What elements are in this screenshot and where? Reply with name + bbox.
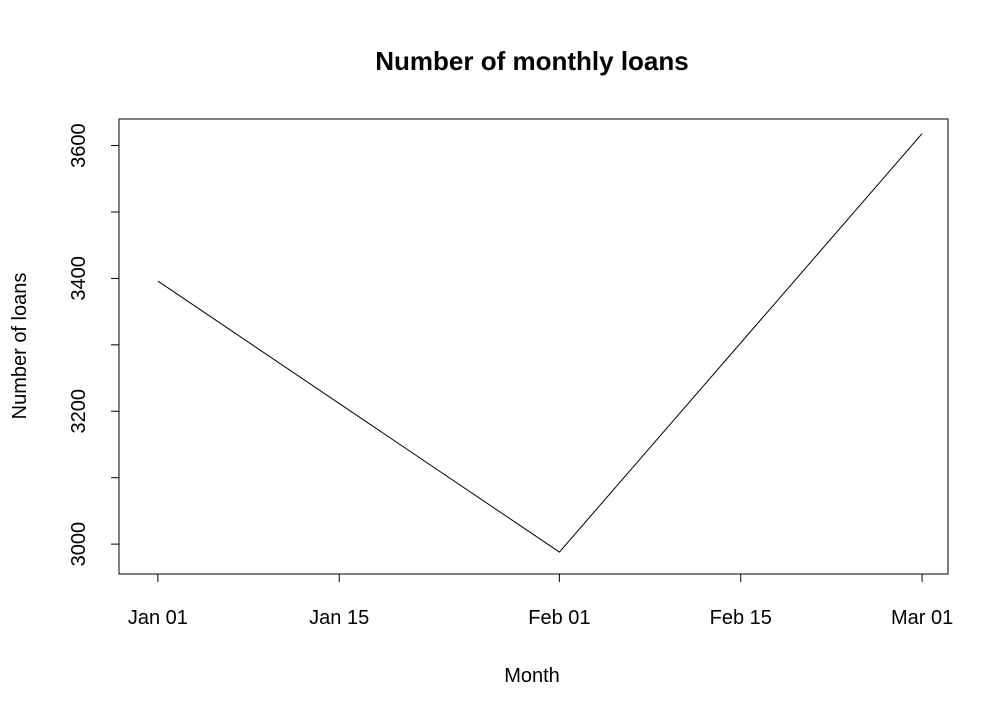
x-tick-label: Feb 15 <box>710 607 772 629</box>
y-tick-label: 3400 <box>68 256 90 301</box>
y-tick-label: 3000 <box>68 522 90 567</box>
y-axis: 3000 3200 3400 3600 <box>68 123 119 566</box>
x-axis: Jan 01 Jan 15 Feb 01 Feb 15 Mar 01 <box>128 574 953 629</box>
x-tick-label: Feb 01 <box>528 607 590 629</box>
y-axis-label: Number of loans <box>9 273 31 420</box>
series-group <box>157 133 923 553</box>
series-line-0 <box>157 133 923 553</box>
plot-frame <box>118 118 949 575</box>
x-tick-label: Jan 01 <box>128 607 188 629</box>
x-tick-label: Jan 15 <box>309 607 369 629</box>
y-tick-label: 3200 <box>68 389 90 434</box>
x-tick-label: Mar 01 <box>891 607 953 629</box>
chart-title: Number of monthly loans <box>375 46 688 76</box>
y-tick-label: 3600 <box>68 123 90 168</box>
x-axis-label: Month <box>504 665 560 687</box>
